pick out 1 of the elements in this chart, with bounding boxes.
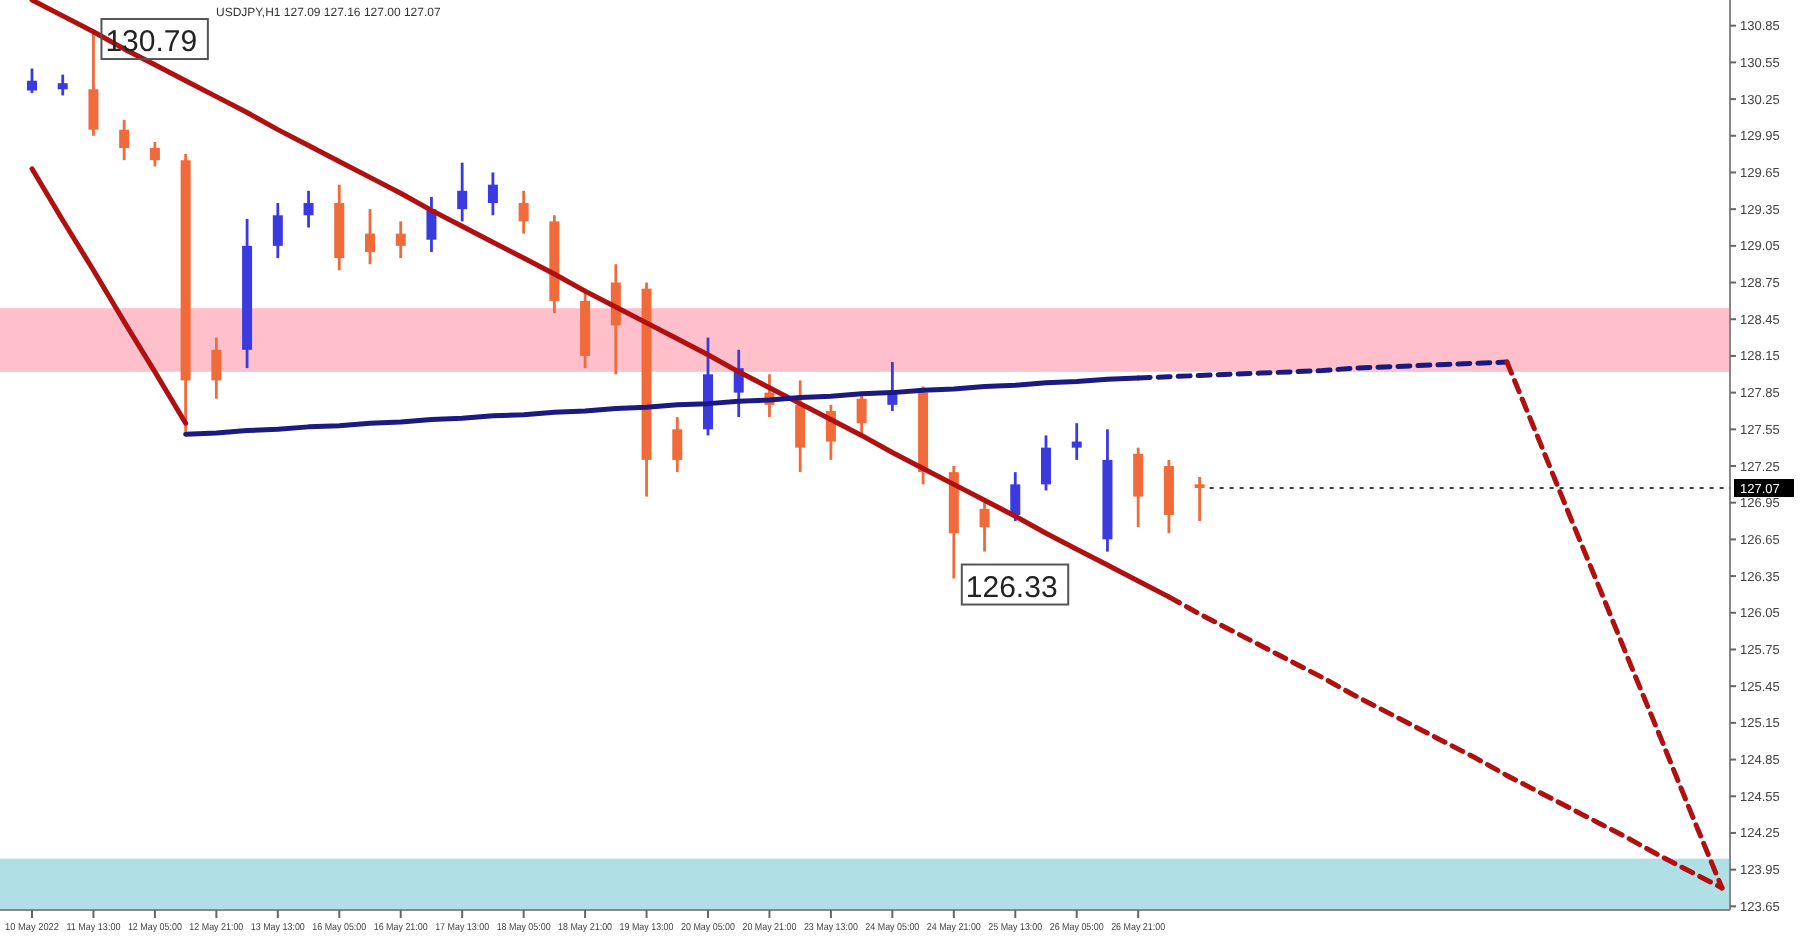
annotation: 126.33 (965, 570, 1058, 605)
